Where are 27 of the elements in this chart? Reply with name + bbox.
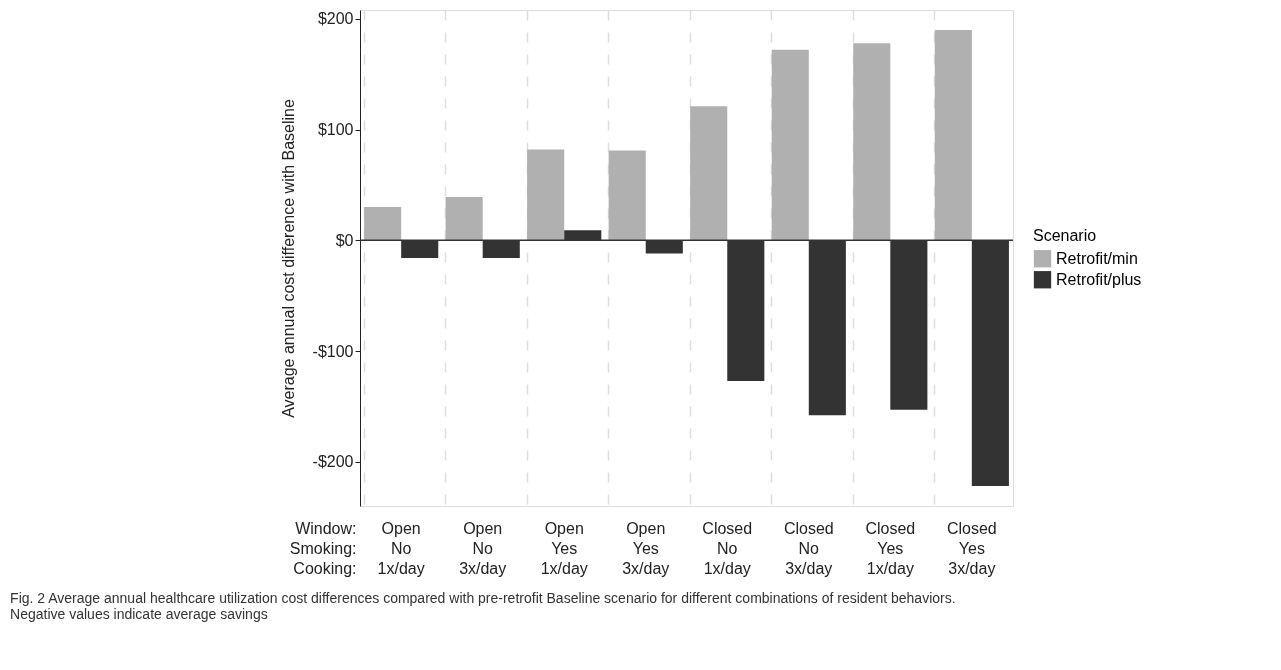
y-tick-label: -$200 xyxy=(312,453,354,471)
bar xyxy=(690,106,728,241)
bar xyxy=(364,207,402,241)
bar xyxy=(853,43,891,241)
legend-title: Scenario xyxy=(1033,227,1097,245)
x-tick-label: Open No 1x/day xyxy=(377,519,425,577)
caption: Fig. 2 Average annual healthcare utilization cost differences compared with pre-retrofit Baseline scenario for different combinations of resident behaviors. Negative values indicate average savings xyxy=(10,590,956,622)
x-tick-label: Closed No 1x/day xyxy=(702,519,753,577)
bar xyxy=(527,149,565,241)
legend-label: Retrofit/min xyxy=(1056,249,1138,267)
legend-label: Retrofit/plus xyxy=(1056,270,1142,288)
bar xyxy=(934,29,972,241)
x-axis-title: Window: Smoking: Cooking: xyxy=(289,519,357,577)
bar xyxy=(608,150,646,241)
x-tick-label: Closed Yes 1x/day xyxy=(865,519,916,577)
x-tick-label: Closed Yes 3x/day xyxy=(946,519,997,577)
y-axis-title: Average annual cost difference with Baseline xyxy=(279,99,297,418)
x-tick-label: Open Yes 3x/day xyxy=(622,519,670,577)
x-tick-label: Open No 3x/day xyxy=(459,519,507,577)
y-tick-label: $200 xyxy=(317,10,354,28)
bar xyxy=(771,49,809,241)
y-tick-label: $100 xyxy=(317,121,354,139)
x-tick-label: Open Yes 1x/day xyxy=(540,519,588,577)
x-tick-label: Closed No 3x/day xyxy=(783,519,834,577)
y-tick-label: $0 xyxy=(335,231,354,249)
y-tick-label: -$100 xyxy=(312,342,354,360)
bar xyxy=(445,197,483,241)
